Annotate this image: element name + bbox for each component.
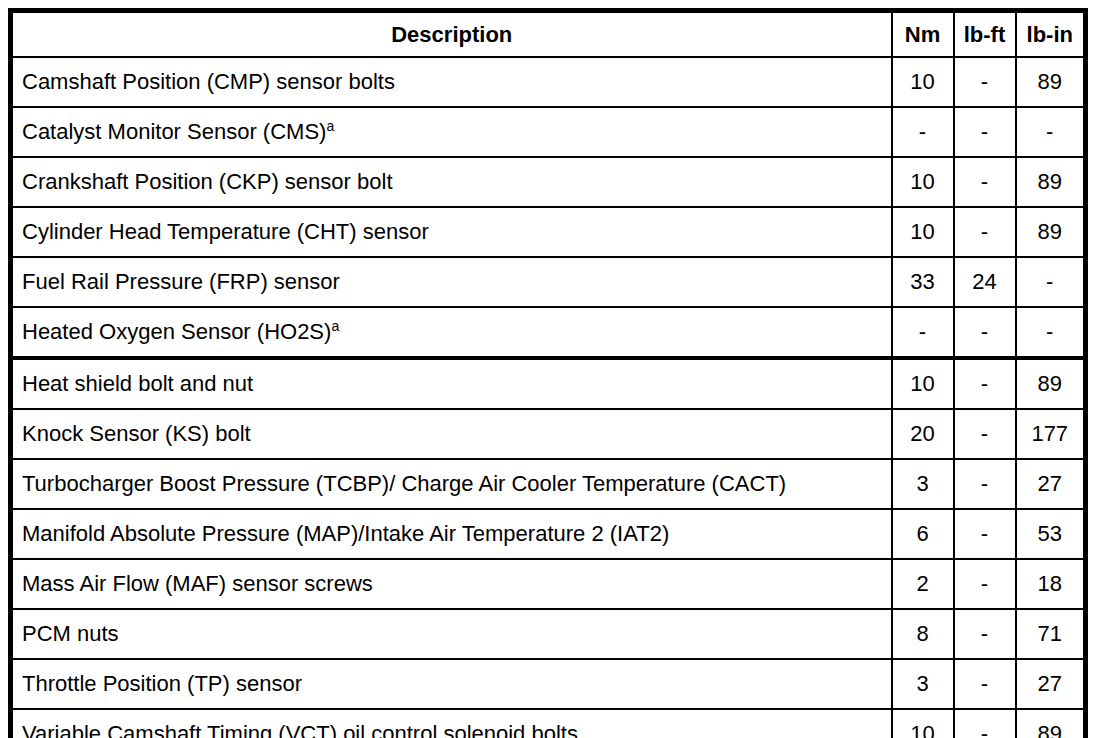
- row-lb-in-value: 27: [1016, 659, 1086, 709]
- row-description-cell: Fuel Rail Pressure (FRP) sensor: [11, 257, 892, 307]
- table-row: Manifold Absolute Pressure (MAP)/Intake …: [11, 509, 1086, 559]
- torque-spec-table: Description Nm lb-ft lb-in Camshaft Posi…: [8, 8, 1088, 738]
- row-description-cell: Cylinder Head Temperature (CHT) sensor: [11, 207, 892, 257]
- table-row: Heated Oxygen Sensor (HO2S)a - - -: [11, 307, 1086, 358]
- row-lb-ft-value: -: [954, 57, 1016, 107]
- row-description: Catalyst Monitor Sensor (CMS): [22, 119, 326, 144]
- row-description: Cylinder Head Temperature (CHT) sensor: [22, 219, 429, 244]
- table-row: Cylinder Head Temperature (CHT) sensor 1…: [11, 207, 1086, 257]
- table-row: Throttle Position (TP) sensor 3 - 27: [11, 659, 1086, 709]
- row-description: Camshaft Position (CMP) sensor bolts: [22, 69, 395, 94]
- row-lb-ft-value: -: [954, 609, 1016, 659]
- header-row: Description Nm lb-ft lb-in: [11, 11, 1086, 58]
- row-lb-ft-value: -: [954, 709, 1016, 738]
- row-description: Mass Air Flow (MAF) sensor screws: [22, 571, 373, 596]
- row-lb-in-value: 89: [1016, 709, 1086, 738]
- row-lb-in-value: -: [1016, 257, 1086, 307]
- row-description-cell: Mass Air Flow (MAF) sensor screws: [11, 559, 892, 609]
- row-nm-value: 2: [892, 559, 954, 609]
- row-lb-ft-value: -: [954, 307, 1016, 358]
- row-nm-value: 10: [892, 57, 954, 107]
- row-lb-in-value: 177: [1016, 409, 1086, 459]
- row-footnote-marker: a: [326, 118, 334, 134]
- row-lb-in-value: 89: [1016, 157, 1086, 207]
- column-header-lb-in: lb-in: [1016, 11, 1086, 58]
- row-lb-ft-value: -: [954, 559, 1016, 609]
- column-header-nm: Nm: [892, 11, 954, 58]
- table-row: Knock Sensor (KS) bolt 20 - 177: [11, 409, 1086, 459]
- row-nm-value: 33: [892, 257, 954, 307]
- row-nm-value: 10: [892, 709, 954, 738]
- row-description: Fuel Rail Pressure (FRP) sensor: [22, 269, 340, 294]
- row-nm-value: 10: [892, 157, 954, 207]
- row-lb-in-value: 89: [1016, 358, 1086, 409]
- table-row: Crankshaft Position (CKP) sensor bolt 10…: [11, 157, 1086, 207]
- table-row: Heat shield bolt and nut 10 - 89: [11, 358, 1086, 409]
- row-lb-ft-value: -: [954, 459, 1016, 509]
- row-lb-ft-value: -: [954, 358, 1016, 409]
- row-nm-value: 3: [892, 659, 954, 709]
- row-description-cell: PCM nuts: [11, 609, 892, 659]
- row-description: Throttle Position (TP) sensor: [22, 671, 302, 696]
- row-nm-value: -: [892, 307, 954, 358]
- row-nm-value: 10: [892, 207, 954, 257]
- row-lb-in-value: -: [1016, 107, 1086, 157]
- table-row: PCM nuts 8 - 71: [11, 609, 1086, 659]
- row-lb-ft-value: 24: [954, 257, 1016, 307]
- row-description: Heated Oxygen Sensor (HO2S): [22, 319, 331, 344]
- row-lb-in-value: 18: [1016, 559, 1086, 609]
- row-description-cell: Turbocharger Boost Pressure (TCBP)/ Char…: [11, 459, 892, 509]
- table-header: Description Nm lb-ft lb-in: [11, 11, 1086, 58]
- row-nm-value: 10: [892, 358, 954, 409]
- row-lb-ft-value: -: [954, 107, 1016, 157]
- row-lb-ft-value: -: [954, 659, 1016, 709]
- row-description-cell: Knock Sensor (KS) bolt: [11, 409, 892, 459]
- row-description-cell: Variable Camshaft Timing (VCT) oil contr…: [11, 709, 892, 738]
- row-description: Crankshaft Position (CKP) sensor bolt: [22, 169, 393, 194]
- row-lb-ft-value: -: [954, 207, 1016, 257]
- table-row: Turbocharger Boost Pressure (TCBP)/ Char…: [11, 459, 1086, 509]
- row-description-cell: Manifold Absolute Pressure (MAP)/Intake …: [11, 509, 892, 559]
- table-row: Variable Camshaft Timing (VCT) oil contr…: [11, 709, 1086, 738]
- row-description: Manifold Absolute Pressure (MAP)/Intake …: [22, 521, 669, 546]
- row-description-cell: Catalyst Monitor Sensor (CMS)a: [11, 107, 892, 157]
- document-page: Description Nm lb-ft lb-in Camshaft Posi…: [0, 0, 1120, 738]
- row-description-cell: Camshaft Position (CMP) sensor bolts: [11, 57, 892, 107]
- row-lb-in-value: 71: [1016, 609, 1086, 659]
- row-lb-in-value: 27: [1016, 459, 1086, 509]
- row-nm-value: 8: [892, 609, 954, 659]
- row-lb-ft-value: -: [954, 157, 1016, 207]
- row-lb-ft-value: -: [954, 509, 1016, 559]
- table-row: Catalyst Monitor Sensor (CMS)a - - -: [11, 107, 1086, 157]
- column-header-lb-ft: lb-ft: [954, 11, 1016, 58]
- row-lb-ft-value: -: [954, 409, 1016, 459]
- row-lb-in-value: -: [1016, 307, 1086, 358]
- table-row: Camshaft Position (CMP) sensor bolts 10 …: [11, 57, 1086, 107]
- row-lb-in-value: 89: [1016, 57, 1086, 107]
- row-lb-in-value: 89: [1016, 207, 1086, 257]
- row-description-cell: Throttle Position (TP) sensor: [11, 659, 892, 709]
- column-header-description: Description: [11, 11, 892, 58]
- row-nm-value: 20: [892, 409, 954, 459]
- row-description-cell: Heat shield bolt and nut: [11, 358, 892, 409]
- row-description-cell: Heated Oxygen Sensor (HO2S)a: [11, 307, 892, 358]
- table-row: Fuel Rail Pressure (FRP) sensor 33 24 -: [11, 257, 1086, 307]
- row-lb-in-value: 53: [1016, 509, 1086, 559]
- row-description-cell: Crankshaft Position (CKP) sensor bolt: [11, 157, 892, 207]
- row-description: Knock Sensor (KS) bolt: [22, 421, 251, 446]
- row-description: Heat shield bolt and nut: [22, 371, 253, 396]
- row-nm-value: 3: [892, 459, 954, 509]
- row-footnote-marker: a: [331, 318, 339, 334]
- row-nm-value: 6: [892, 509, 954, 559]
- row-description: Variable Camshaft Timing (VCT) oil contr…: [22, 721, 578, 738]
- row-nm-value: -: [892, 107, 954, 157]
- table-row: Mass Air Flow (MAF) sensor screws 2 - 18: [11, 559, 1086, 609]
- row-description: PCM nuts: [22, 621, 119, 646]
- spec-table-body: Camshaft Position (CMP) sensor bolts 10 …: [11, 57, 1086, 738]
- row-description: Turbocharger Boost Pressure (TCBP)/ Char…: [22, 471, 786, 496]
